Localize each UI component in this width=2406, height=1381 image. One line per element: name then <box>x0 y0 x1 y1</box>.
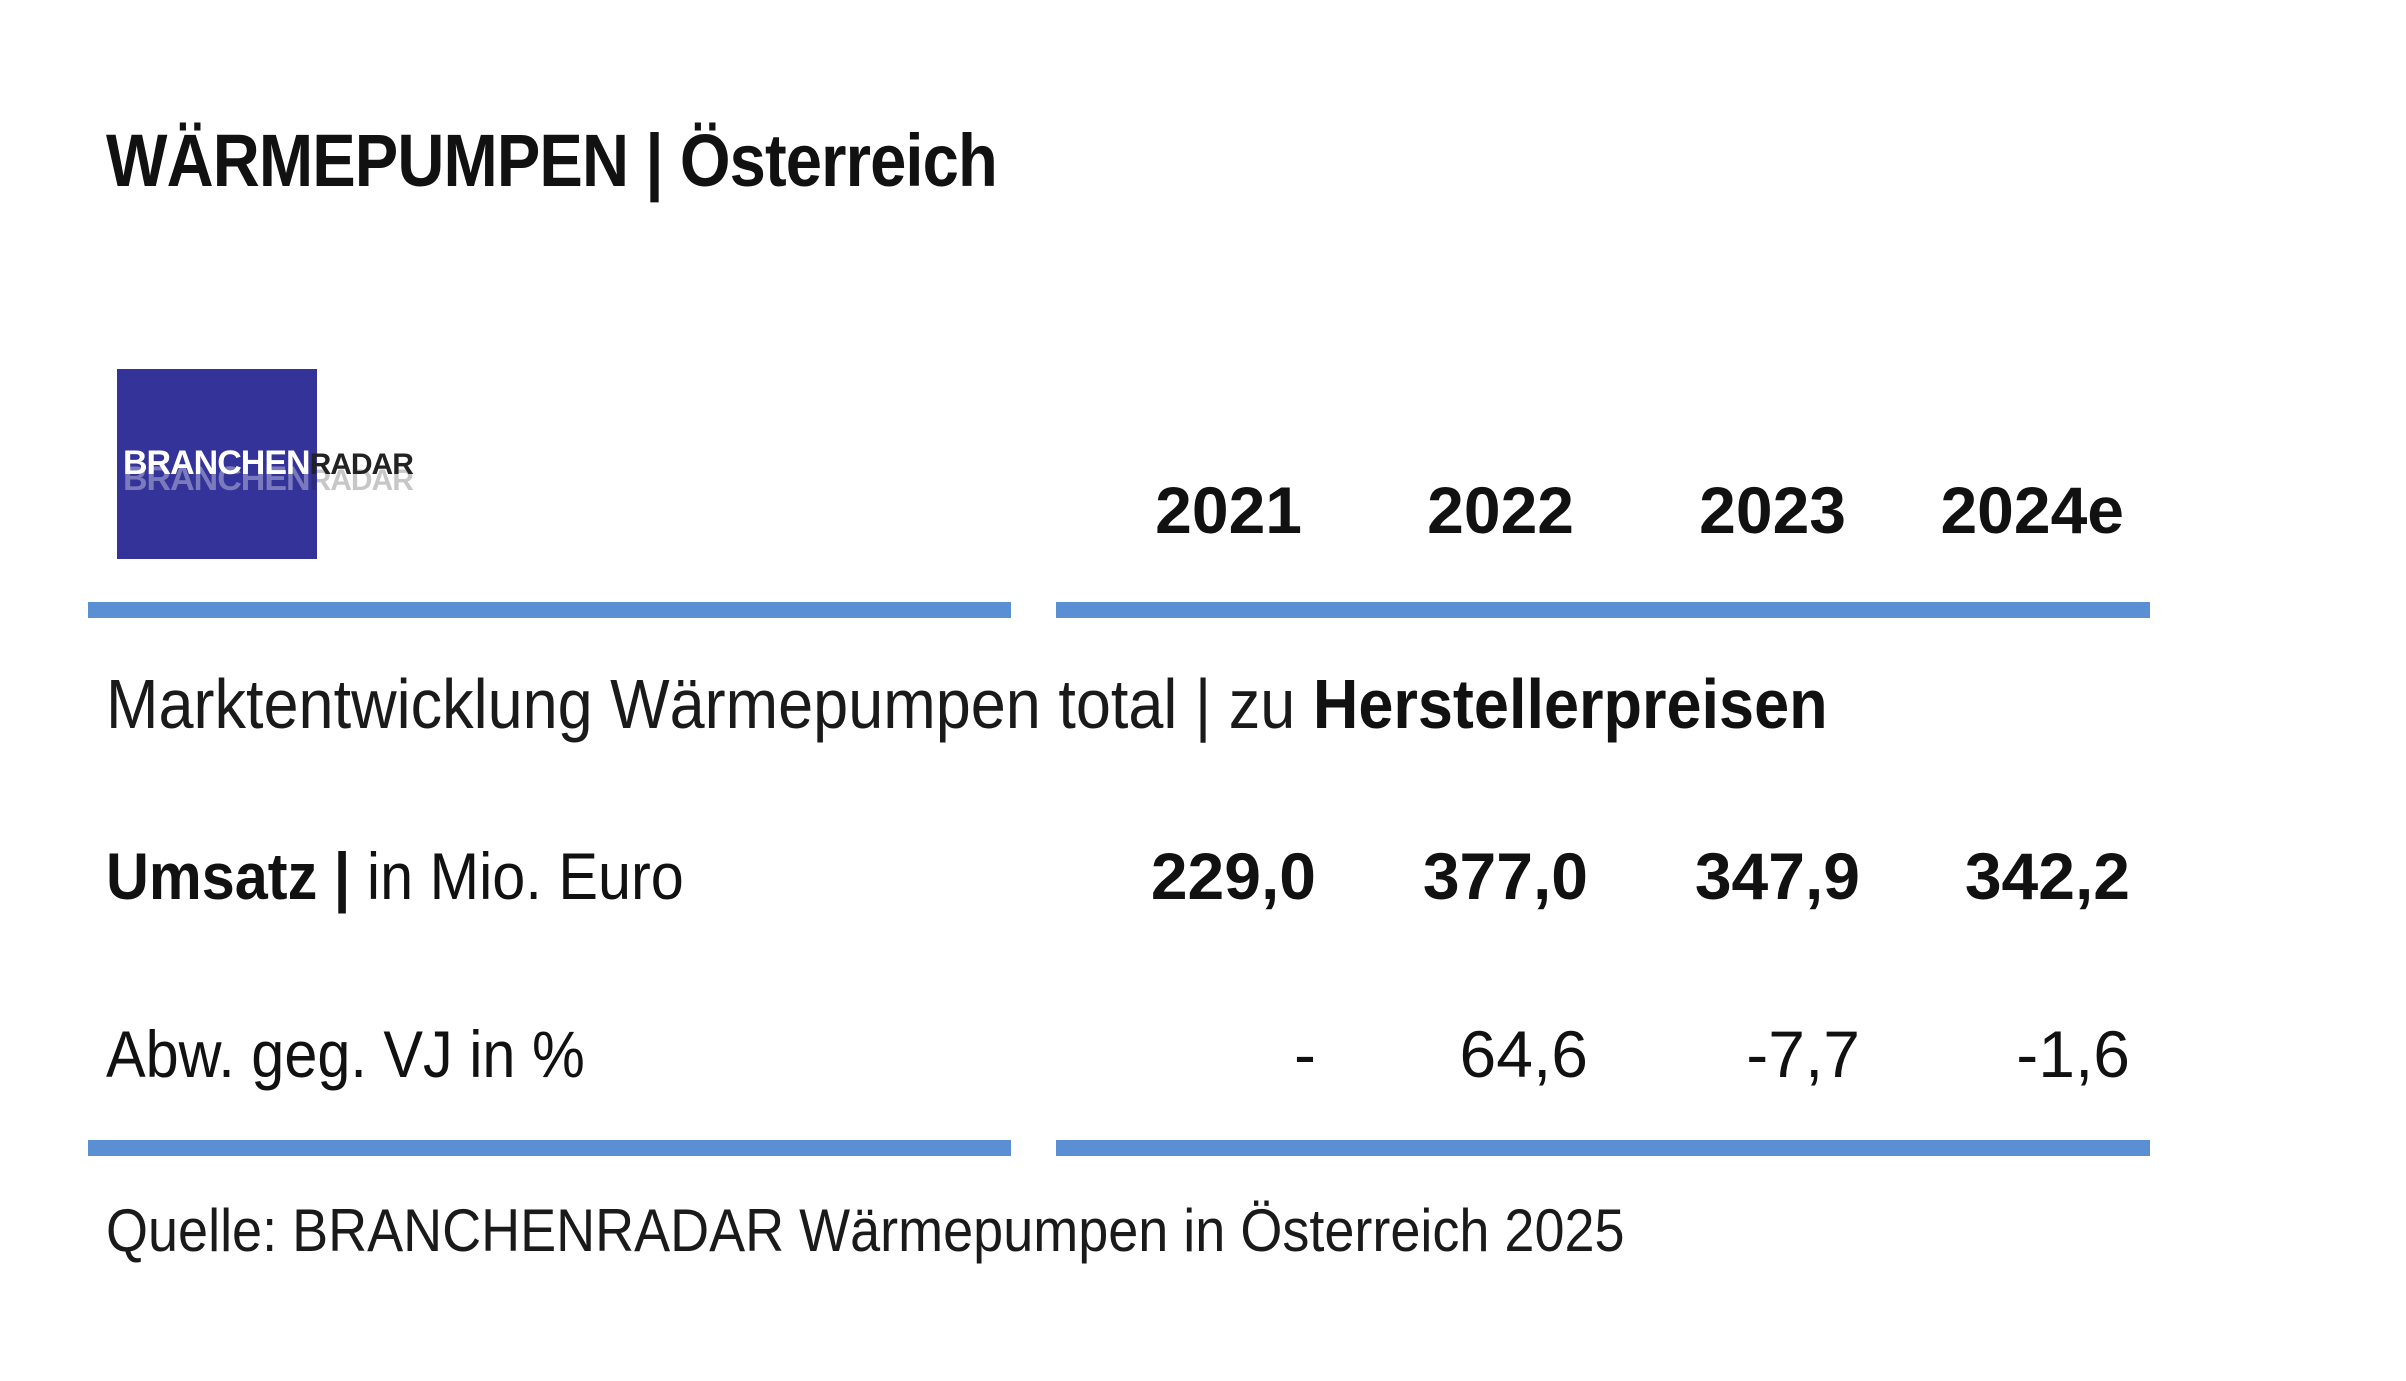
row-label-rest: in Mio. Euro <box>350 839 683 913</box>
row-label-abweichung: Abw. geg. VJ in % <box>106 1016 585 1092</box>
year-header-2021: 2021 <box>1062 472 1302 548</box>
table-cell: 64,6 <box>1348 1016 1588 1092</box>
year-header-2024e: 2024e <box>1884 472 2124 548</box>
bottom-rule-right <box>1056 1140 2150 1156</box>
page-title: WÄRMEPUMPEN | Österreich <box>106 118 997 203</box>
logo-part1: BRANCHEN <box>123 444 310 482</box>
top-rule-left <box>88 602 1011 618</box>
top-rule-right <box>1056 602 2150 618</box>
row-label-umsatz: Umsatz | in Mio. Euro <box>106 838 684 914</box>
year-header-2023: 2023 <box>1606 472 1846 548</box>
logo-part2: RADAR <box>310 448 413 481</box>
table-cell: 377,0 <box>1348 838 1588 914</box>
subtitle-prefix: Marktentwicklung Wärmepumpen total | zu <box>106 665 1313 743</box>
table-cell: 229,0 <box>1076 838 1316 914</box>
logo-wordmark: BRANCHENRADAR <box>123 443 413 485</box>
subtitle-bold: Herstellerpreisen <box>1313 665 1828 743</box>
table-cell: -7,7 <box>1620 1016 1860 1092</box>
table-cell: 342,2 <box>1890 838 2130 914</box>
bottom-rule-left <box>88 1140 1011 1156</box>
branchenradar-logo: BRANCHENRADAR BRANCHENRADAR <box>117 369 449 559</box>
table-cell: 347,9 <box>1620 838 1860 914</box>
table-cell: -1,6 <box>1890 1016 2130 1092</box>
row-label-rest: Abw. geg. VJ in % <box>106 1017 585 1091</box>
table-subtitle: Marktentwicklung Wärmepumpen total | zu … <box>106 664 1828 744</box>
source-note: Quelle: BRANCHENRADAR Wärmepumpen in Öst… <box>106 1196 1625 1265</box>
table-cell: - <box>1076 1016 1316 1092</box>
year-header-2022: 2022 <box>1334 472 1574 548</box>
row-label-bold: Umsatz | <box>106 839 350 913</box>
